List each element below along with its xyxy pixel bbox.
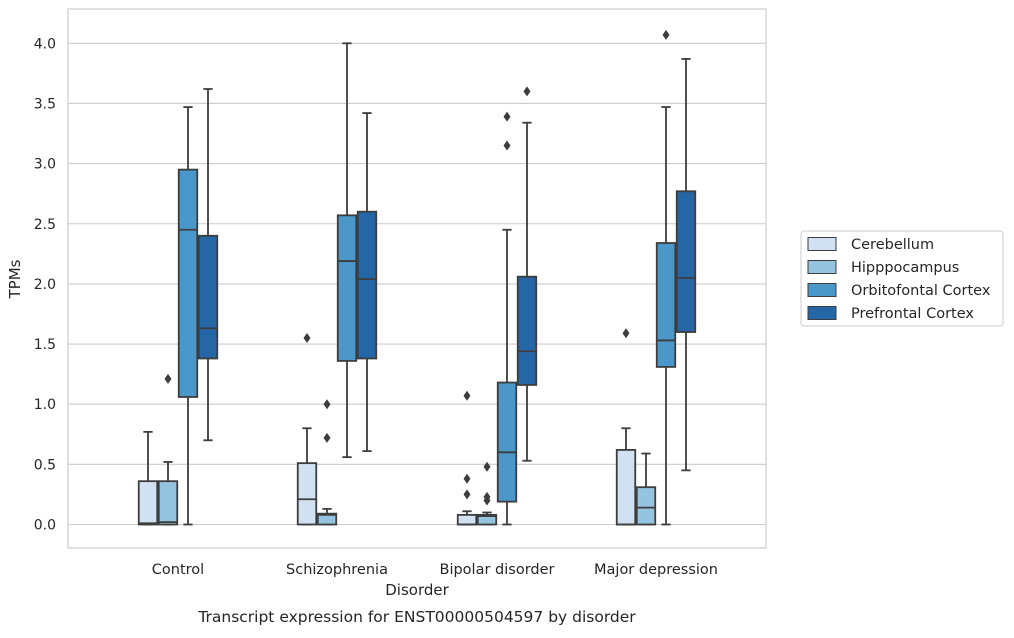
- legend-label: Orbitofontal Cortex: [851, 283, 991, 299]
- legend: Cerebellum Hipppocampus Orbitofontal Corte…: [800, 230, 1004, 327]
- legend-label: Hipppocampus: [851, 260, 959, 276]
- x-tick-label: Major depression: [594, 562, 718, 578]
- box-group: [157, 373, 179, 526]
- box-iqr: [635, 486, 657, 526]
- box-iqr: [356, 210, 378, 360]
- outlier-marker: [164, 373, 172, 384]
- box-group: [476, 461, 498, 526]
- box-iqr: [336, 214, 358, 362]
- box-iqr: [655, 242, 677, 368]
- legend-swatch: [807, 237, 837, 251]
- box-group: [316, 399, 338, 526]
- box-iqr: [296, 462, 318, 526]
- outlier-marker: [483, 461, 491, 472]
- legend-swatch: [807, 283, 837, 297]
- box-group: [635, 452, 657, 526]
- box-group: [296, 333, 318, 526]
- box-iqr: [456, 513, 478, 526]
- box-iqr: [476, 513, 498, 526]
- legend-label: Cerebellum: [851, 237, 934, 253]
- y-tick-label: 0.5: [34, 457, 56, 473]
- box-iqr: [516, 275, 538, 386]
- outlier-marker: [463, 473, 471, 484]
- outlier-marker: [503, 140, 511, 151]
- box-iqr: [197, 234, 219, 360]
- outlier-marker: [323, 432, 331, 443]
- x-tick-label: Control: [152, 562, 204, 578]
- x-axis-label: Disorder: [385, 581, 449, 599]
- outlier-marker: [503, 111, 511, 122]
- outlier-marker: [483, 495, 491, 506]
- y-tick-labels: 0.0 0.5 1.0 1.5 2.0 2.5 3.0 3.5 4.0: [34, 36, 56, 533]
- y-tick-label: 0.0: [34, 518, 56, 534]
- box-group: [456, 390, 478, 526]
- legend-swatch: [807, 306, 837, 320]
- box-iqr: [157, 480, 179, 526]
- x-tick-label: Schizophrenia: [286, 562, 388, 578]
- legend-label: Prefrontal Cortex: [851, 306, 974, 322]
- box-iqr: [675, 190, 697, 333]
- x-tick-label: Bipolar disorder: [440, 562, 555, 578]
- box-group: [655, 29, 677, 526]
- box-iqr: [177, 168, 199, 398]
- box-group: [177, 106, 199, 526]
- box-group: [615, 328, 637, 526]
- box-group: [356, 112, 378, 453]
- legend-swatch: [807, 260, 837, 274]
- box-group: [516, 86, 538, 462]
- chart-caption: Transcript expression for ENST0000050459…: [197, 608, 636, 626]
- y-tick-label: 2.5: [34, 217, 56, 233]
- outlier-marker: [463, 390, 471, 401]
- y-tick-label: 4.0: [34, 36, 56, 52]
- outlier-marker: [463, 489, 471, 500]
- box-iqr: [615, 449, 637, 526]
- y-tick-label: 1.0: [34, 397, 56, 413]
- box-group: [496, 111, 518, 526]
- box-group: [336, 42, 358, 459]
- y-tick-label: 3.0: [34, 157, 56, 173]
- box-iqr: [496, 381, 518, 503]
- legend-frame: [800, 230, 1004, 327]
- y-tick-label: 2.0: [34, 277, 56, 293]
- box-iqr: [137, 480, 159, 526]
- box-group: [675, 58, 697, 472]
- x-tick-labels: Control Schizophrenia Bipolar disorder Majo…: [152, 562, 718, 578]
- y-tick-label: 3.5: [34, 96, 56, 112]
- box-iqr: [316, 512, 338, 526]
- outlier-marker: [523, 86, 531, 97]
- outlier-marker: [622, 328, 630, 339]
- outlier-marker: [323, 399, 331, 410]
- box-layer: [137, 29, 697, 526]
- y-axis-label: TPMs: [6, 259, 24, 299]
- y-tick-label: 1.5: [34, 337, 56, 353]
- outlier-marker: [303, 333, 311, 344]
- box-group: [137, 430, 159, 526]
- box-group: [197, 88, 219, 442]
- outlier-marker: [662, 29, 670, 40]
